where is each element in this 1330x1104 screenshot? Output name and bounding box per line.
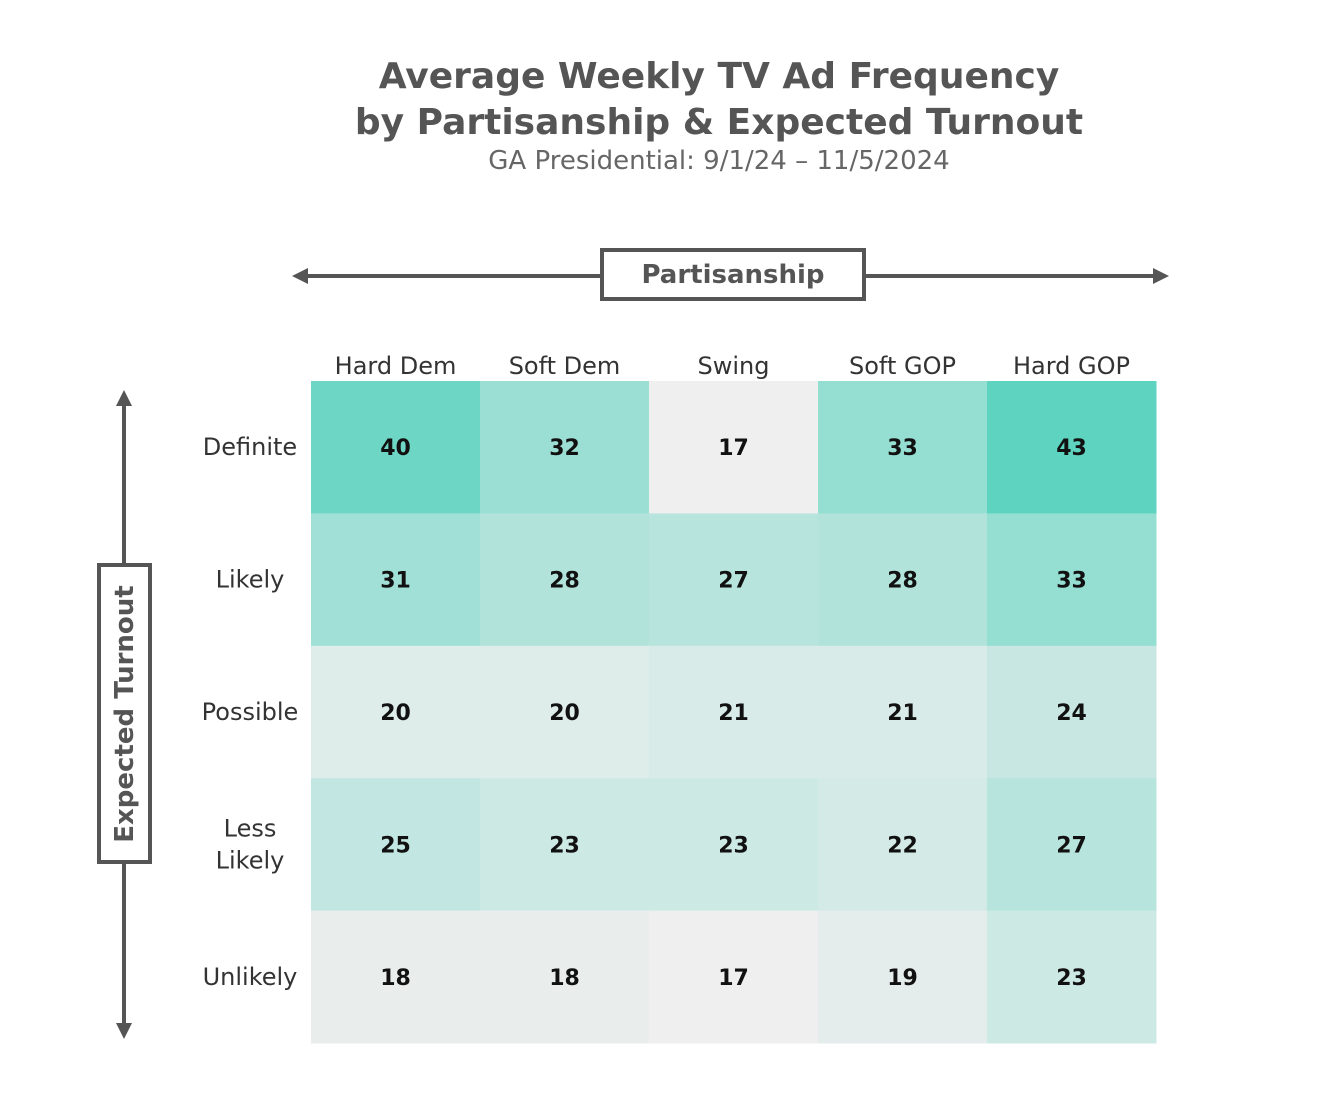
cell-value: 23 bbox=[549, 833, 580, 858]
chart-title: Average Weekly TV Ad Frequency bbox=[378, 56, 1060, 97]
heatmap-cell bbox=[818, 778, 988, 912]
heatmap-cell bbox=[480, 645, 650, 779]
row-header: Possible bbox=[202, 698, 299, 726]
heatmap-cell bbox=[818, 513, 988, 647]
heatmap-cell bbox=[649, 645, 819, 779]
cell-value: 43 bbox=[1056, 436, 1087, 461]
cell-value: 27 bbox=[1056, 833, 1087, 858]
row-header: Unlikely bbox=[203, 963, 298, 991]
cell-value: 27 bbox=[718, 569, 749, 594]
heatmap-cell bbox=[649, 513, 819, 647]
cell-value: 18 bbox=[549, 966, 580, 991]
cell-value: 17 bbox=[718, 966, 749, 991]
heatmap-cell bbox=[311, 910, 481, 1044]
cell-value: 31 bbox=[380, 569, 411, 594]
cell-value: 33 bbox=[1056, 569, 1087, 594]
cell-value: 23 bbox=[1056, 966, 1087, 991]
heatmap-cell bbox=[818, 381, 988, 514]
column-header: Swing bbox=[698, 352, 770, 380]
heatmap-cell bbox=[311, 381, 481, 514]
cell-value: 19 bbox=[887, 966, 918, 991]
heatmap-cell bbox=[311, 778, 481, 912]
heatmap-cell bbox=[311, 513, 481, 647]
heatmap-cell bbox=[311, 645, 481, 779]
row-header: Less Likely bbox=[216, 814, 285, 874]
cell-value: 21 bbox=[887, 701, 918, 726]
cell-value: 18 bbox=[380, 966, 411, 991]
heatmap-cell bbox=[987, 645, 1157, 779]
cell-value: 20 bbox=[380, 701, 411, 726]
cell-value: 28 bbox=[887, 569, 918, 594]
cell-value: 32 bbox=[549, 436, 580, 461]
y-axis-label: Expected Turnout bbox=[109, 584, 140, 843]
heatmap-cell bbox=[987, 778, 1157, 912]
column-header: Soft Dem bbox=[509, 352, 621, 380]
row-header: Likely bbox=[216, 566, 285, 594]
column-header: Hard GOP bbox=[1013, 352, 1130, 380]
cell-value: 20 bbox=[549, 701, 580, 726]
heatmap-cell bbox=[987, 381, 1157, 514]
column-header: Soft GOP bbox=[849, 352, 956, 380]
cell-value: 22 bbox=[887, 833, 918, 858]
x-axis-label: Partisanship bbox=[641, 259, 825, 290]
cell-value: 24 bbox=[1056, 701, 1087, 726]
cell-value: 21 bbox=[718, 701, 749, 726]
cell-value: 28 bbox=[549, 569, 580, 594]
heatmap-cell bbox=[649, 381, 819, 514]
heatmap-cell bbox=[649, 910, 819, 1044]
heatmap-cell bbox=[480, 910, 650, 1044]
heatmap-cell bbox=[818, 645, 988, 779]
cell-value: 40 bbox=[380, 436, 411, 461]
heatmap-cell bbox=[480, 513, 650, 647]
heatmap-cell bbox=[987, 910, 1157, 1044]
chart-title-line2: by Partisanship & Expected Turnout bbox=[354, 102, 1084, 143]
column-header: Hard Dem bbox=[335, 352, 457, 380]
y-axis-label-box: Expected Turnout bbox=[97, 563, 152, 864]
row-header: Definite bbox=[203, 433, 297, 461]
heatmap-cell bbox=[818, 910, 988, 1044]
x-axis-label-box: Partisanship bbox=[600, 248, 866, 301]
heatmap-cell bbox=[480, 778, 650, 912]
cell-value: 17 bbox=[718, 436, 749, 461]
chart-subtitle: GA Presidential: 9/1/24 – 11/5/2024 bbox=[488, 146, 950, 176]
heatmap-cell bbox=[480, 381, 650, 514]
heatmap-cell bbox=[649, 778, 819, 912]
cell-value: 25 bbox=[380, 833, 411, 858]
cell-value: 23 bbox=[718, 833, 749, 858]
cell-value: 33 bbox=[887, 436, 918, 461]
heatmap-cell bbox=[987, 513, 1157, 647]
